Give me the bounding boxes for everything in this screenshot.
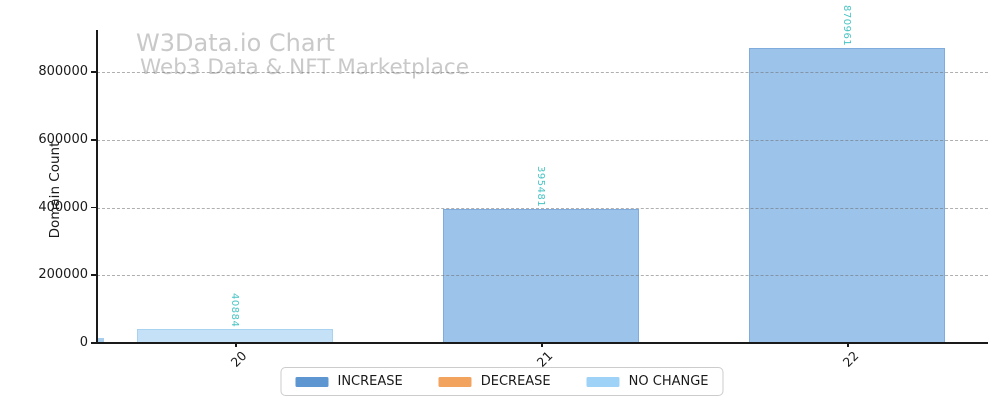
legend-item-increase: INCREASE (295, 374, 403, 389)
gridline-y-200000 (97, 275, 988, 277)
gridline-y-600000 (97, 139, 988, 141)
x-tick-mark (541, 343, 543, 347)
x-tick-label: 22 (839, 348, 862, 370)
legend-swatch-icon (295, 376, 329, 387)
bar-22 (749, 47, 945, 343)
x-axis-spine (96, 342, 988, 344)
legend-item-decrease: DECREASE (438, 374, 551, 389)
legend-swatch-icon (586, 376, 620, 387)
axis-origin-bar-stub (97, 338, 104, 343)
x-tick-label: 20 (227, 348, 250, 370)
bar-value-label: 870961 (841, 4, 852, 46)
legend-item-no-change: NO CHANGE (586, 374, 709, 389)
y-tick-mark (91, 274, 96, 277)
y-tick-mark (91, 342, 96, 344)
chart-legend: INCREASE DECREASE NO CHANGE (280, 367, 724, 396)
x-tick-mark (235, 343, 237, 347)
y-tick-mark (91, 138, 96, 141)
bar-value-label: 395481 (535, 165, 546, 208)
gridline-y-400000 (97, 207, 988, 209)
y-axis-label: Domain Count (47, 141, 63, 239)
y-tick-label: 200000 (38, 267, 88, 283)
y-tick-label: 400000 (38, 199, 88, 215)
bar-20 (137, 329, 333, 343)
y-tick-mark (91, 71, 96, 73)
bar-value-label: 40884 (229, 292, 240, 328)
legend-label: INCREASE (337, 374, 403, 389)
legend-label: NO CHANGE (628, 374, 709, 389)
y-tick-label: 800000 (38, 64, 88, 79)
legend-label: DECREASE (480, 374, 551, 389)
chart-watermark-title: W3Data.io Chart (136, 29, 335, 57)
x-tick-mark (847, 343, 849, 347)
gridline-y-800000 (97, 72, 988, 73)
y-tick-label: 0 (79, 335, 88, 350)
legend-swatch-icon (438, 376, 472, 387)
y-tick-label: 600000 (38, 131, 88, 147)
y-axis-spine (96, 30, 98, 343)
chart-watermark-subtitle: Web3 Data & NFT Marketplace (140, 55, 469, 80)
y-tick-mark (91, 206, 96, 209)
